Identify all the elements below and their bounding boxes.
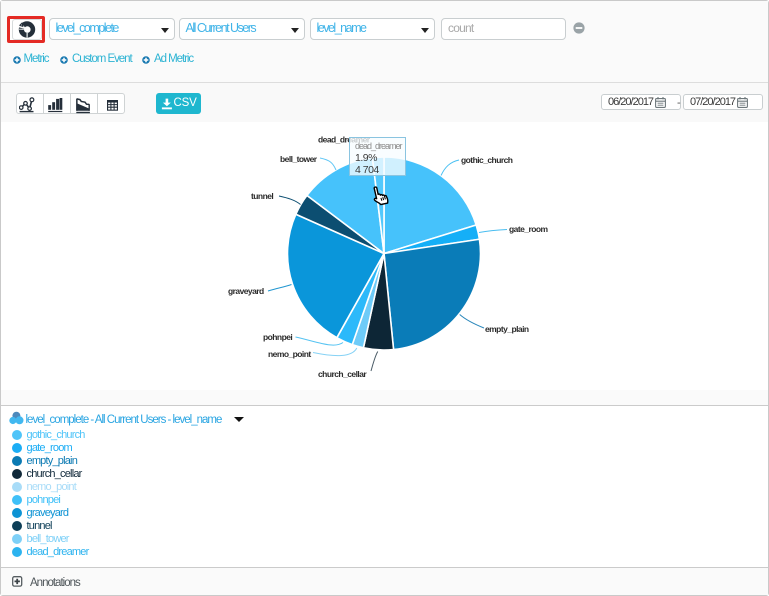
svg-text:gate_room: gate_room: [509, 224, 548, 234]
svg-text:bell_tower: bell_tower: [280, 154, 318, 164]
svg-text:nemo_point: nemo_point: [268, 349, 311, 359]
svg-text:church_cellar: church_cellar: [318, 369, 367, 379]
svg-text:tunnel: tunnel: [251, 191, 273, 201]
svg-text:dead_dreamer: dead_dreamer: [318, 135, 371, 145]
svg-text:pohnpei: pohnpei: [263, 332, 292, 342]
svg-text:empty_plain: empty_plain: [485, 324, 529, 334]
svg-text:graveyard: graveyard: [228, 286, 264, 296]
svg-text:gothic_church: gothic_church: [461, 155, 513, 165]
